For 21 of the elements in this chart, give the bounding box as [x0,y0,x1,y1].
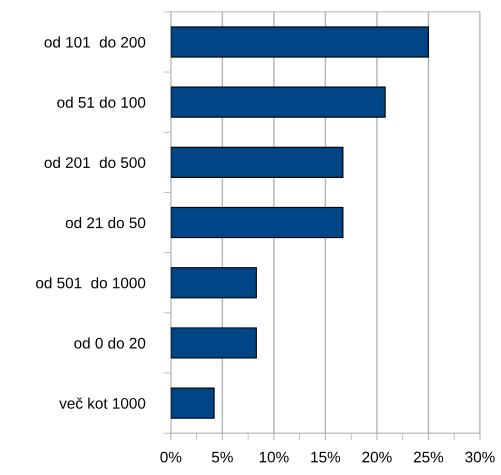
y-tick-label: več kot 1000 [59,398,146,409]
x-tick-label: 25% [414,452,444,462]
bar [170,146,344,178]
y-tick-label: od 201 do 500 [44,156,146,168]
y-tick-label: od 0 do 20 [74,337,146,349]
x-tick-label: 5% [212,452,233,462]
y-tick-label: od 501 do 1000 [36,277,146,288]
y-tick-label: od 21 do 50 [66,217,146,228]
x-tick-label: 20% [362,452,392,462]
bar [170,388,215,419]
x-tick-label: 15% [311,452,340,462]
bar [170,86,386,118]
x-tick-label: 0% [160,452,182,462]
bar [170,327,257,359]
x-tick-label: 10% [260,452,289,462]
bar [170,267,257,298]
bar [170,206,344,238]
x-tick-label: 30% [465,452,495,462]
y-tick-label: od 101 do 200 [44,36,146,48]
bar [170,26,429,58]
y-tick-label: od 51 do 100 [57,96,146,108]
